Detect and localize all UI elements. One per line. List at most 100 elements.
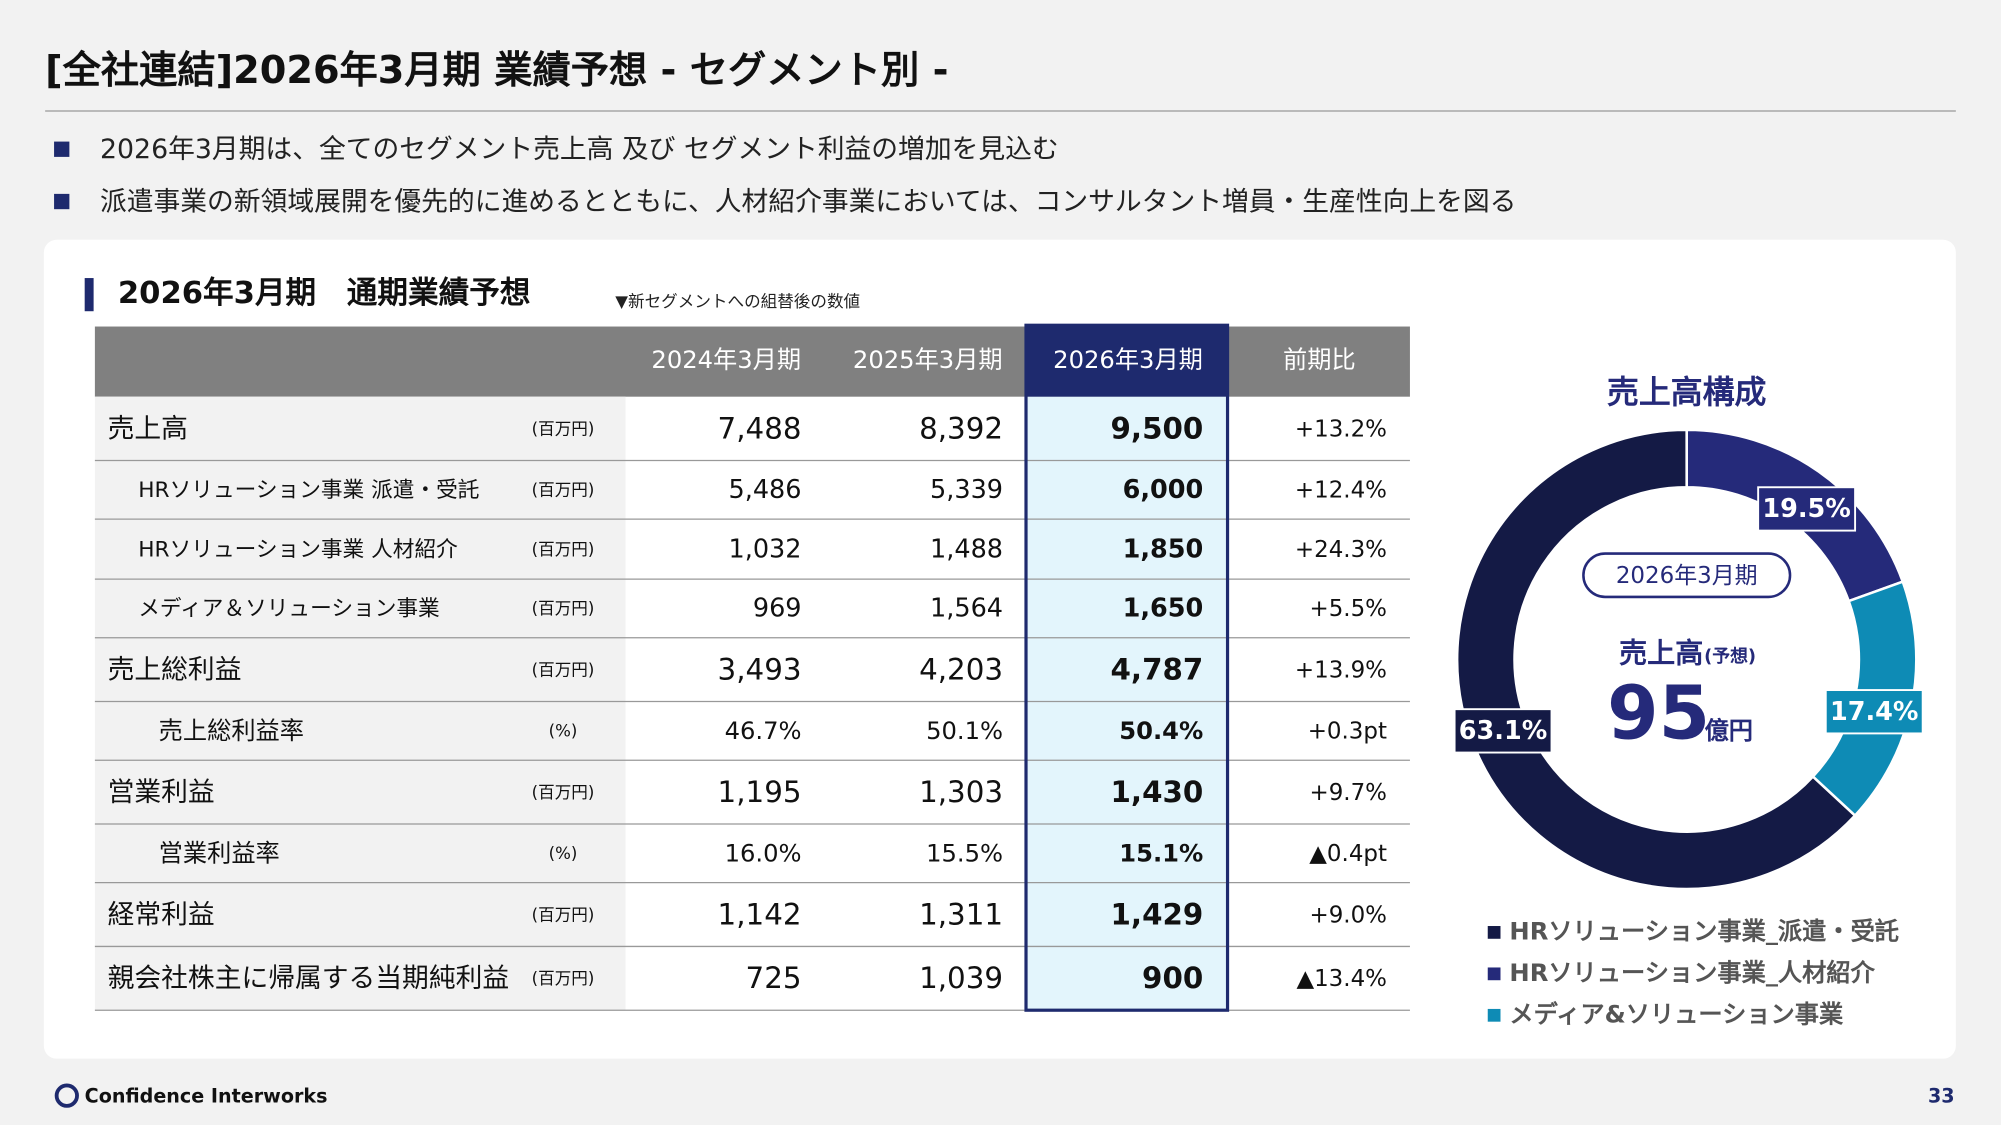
row-unit: (百万円) (532, 599, 595, 618)
section-note: ▼新セグメントへの組替後の数値 (615, 292, 860, 311)
row-label: 経常利益 (108, 899, 215, 930)
row-label: HRソリューション事業 派遣・受託 (138, 478, 479, 503)
legend-swatch (1487, 1008, 1501, 1022)
cell: +24.3% (1295, 537, 1387, 563)
cell: 3,493 (718, 652, 802, 686)
legend-label: メディア&ソリューション事業 (1509, 1000, 1844, 1028)
row-label: 売上高 (108, 413, 188, 444)
cell: 1,195 (718, 775, 802, 809)
row-unit: (百万円) (532, 969, 595, 988)
row-unit: (百万円) (532, 783, 595, 802)
section-title: 2026年3月期 通期業績予想 (118, 276, 531, 311)
cell: 725 (746, 961, 802, 995)
cell: 1,564 (930, 594, 1003, 624)
bullet-mark (54, 193, 70, 210)
bullet: 2026年3月期は、全てのセグメント売上高 及び セグメント利益の増加を見込む (100, 134, 1059, 165)
value-label-box (1757, 486, 1857, 532)
cell: 8,392 (919, 411, 1003, 445)
cell: 15.1% (1119, 840, 1203, 868)
center-unit: 億円 (1705, 717, 1753, 745)
cell: ▲13.4% (1296, 966, 1387, 992)
cell: 6,000 (1123, 475, 1204, 505)
value-label: 19.5% (1762, 494, 1850, 524)
cell: +13.2% (1295, 416, 1387, 442)
legend-label: HRソリューション事業_人材紹介 (1509, 959, 1875, 987)
cell: 1,311 (919, 897, 1003, 931)
page-number: 33 (1928, 1084, 1955, 1107)
column-header: 前期比 (1283, 346, 1356, 374)
row-unit: (百万円) (532, 481, 595, 500)
center-note: (予想) (1704, 645, 1756, 667)
column-header: 2026年3月期 (1053, 346, 1203, 374)
highlight-border (1024, 323, 1230, 1012)
cell: 15.5% (926, 840, 1003, 868)
period-label: 2026年3月期 (1616, 563, 1758, 589)
legend-swatch (1487, 967, 1501, 981)
value-label: 63.1% (1459, 716, 1547, 746)
cell: 969 (753, 594, 802, 624)
cell: 1,429 (1111, 897, 1204, 931)
donut-segment (1455, 428, 1857, 891)
row-unit: (%) (549, 844, 578, 863)
cell: 50.4% (1119, 717, 1203, 745)
bullet: 派遣事業の新領域展開を優先的に進めるとともに、人材紹介事業においては、コンサルタ… (100, 186, 1516, 217)
center-title: 売上高 (1619, 636, 1703, 669)
row-label: 売上総利益率 (159, 717, 304, 745)
cell: 1,303 (919, 775, 1003, 809)
center-value: 95 (1607, 671, 1710, 757)
cell: ▲0.4pt (1309, 841, 1387, 867)
row-unit: (百万円) (532, 419, 595, 438)
row-label: メディア＆ソリューション事業 (138, 597, 439, 622)
cell: 5,486 (729, 475, 802, 505)
legend-label: HRソリューション事業_派遣・受託 (1509, 917, 1899, 945)
row-label: 営業利益率 (159, 840, 280, 868)
cell: 7,488 (718, 411, 802, 445)
chart-title: 売上高構成 (1607, 373, 1766, 411)
highlight-header (1027, 326, 1228, 397)
value-label: 17.4% (1830, 697, 1918, 727)
row-label: HRソリューション事業 人材紹介 (138, 537, 458, 562)
slide-title: [全社連結]2026年3月期 業績予想 - セグメント別 - (45, 48, 948, 93)
section-bar (84, 278, 94, 312)
row-label: 売上総利益 (108, 654, 242, 685)
cell: +5.5% (1309, 596, 1387, 622)
cell: 1,142 (718, 897, 802, 931)
cell: +9.0% (1309, 902, 1387, 928)
row-unit: (百万円) (532, 540, 595, 559)
cell: 1,032 (729, 534, 802, 564)
company-name: Confidence Interworks (85, 1084, 328, 1107)
cell: 9,500 (1111, 411, 1204, 445)
cell: 1,850 (1123, 534, 1204, 564)
row-unit: (百万円) (532, 905, 595, 924)
row-unit: (%) (549, 722, 578, 741)
cell: 4,787 (1111, 652, 1204, 686)
cell: +13.9% (1295, 657, 1387, 683)
cell: 46.7% (725, 717, 802, 745)
column-header: 2024年3月期 (651, 346, 801, 374)
row-label: 営業利益 (108, 777, 215, 808)
cell: 4,203 (919, 652, 1003, 686)
cell: 50.1% (926, 717, 1003, 745)
column-header: 2025年3月期 (853, 346, 1003, 374)
cell: 1,430 (1111, 775, 1204, 809)
cell: 900 (1142, 961, 1203, 995)
cell: 5,339 (930, 475, 1003, 505)
value-label-box (1824, 689, 1924, 735)
value-label-box (1453, 708, 1553, 754)
row-label: 親会社株主に帰属する当期純利益 (108, 963, 509, 994)
cell: +0.3pt (1308, 719, 1387, 745)
cell: +12.4% (1295, 478, 1387, 504)
legend-swatch (1487, 926, 1501, 939)
period-pill (1582, 552, 1792, 599)
logo-mark (54, 1083, 79, 1108)
cell: +9.7% (1309, 780, 1387, 806)
cell: 1,488 (930, 534, 1003, 564)
cell: 1,650 (1123, 594, 1204, 624)
row-unit: (百万円) (532, 660, 595, 679)
cell: 1,039 (919, 961, 1003, 995)
label-column (94, 396, 626, 1011)
highlight-column (1027, 396, 1228, 1011)
bullet-mark (54, 141, 70, 157)
cell: 16.0% (725, 840, 802, 868)
